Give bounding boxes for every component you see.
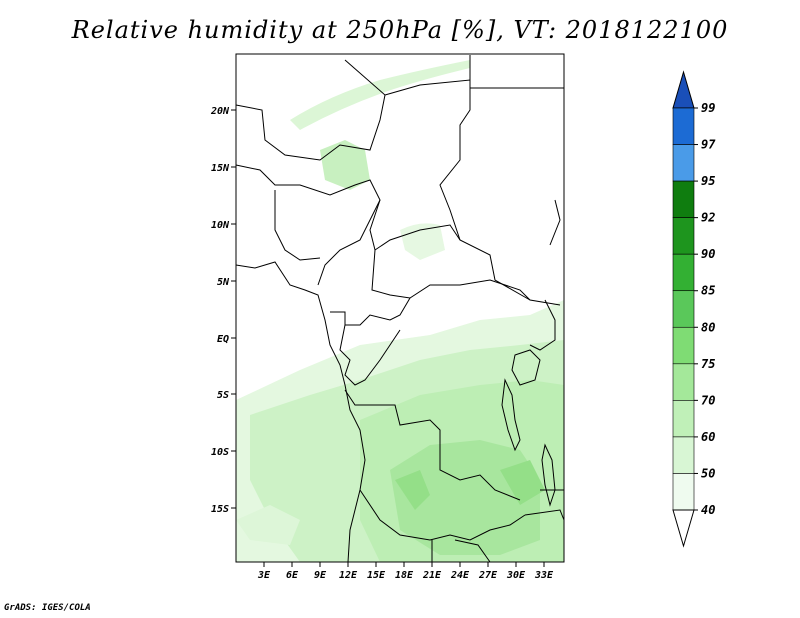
colorbar-segment <box>672 144 695 182</box>
colorbar-label: 40 <box>701 503 715 517</box>
humidity-75-region <box>395 460 545 510</box>
colorbar-label: 70 <box>701 393 715 407</box>
lake-victoria <box>511 349 541 386</box>
colorbar-segment <box>672 253 695 292</box>
lon-tick-label: 33E <box>534 570 554 581</box>
humidity-field <box>236 60 564 562</box>
colorbar-segment <box>672 436 695 474</box>
coastline <box>235 261 366 563</box>
humidity-north-band <box>290 60 470 130</box>
lat-tick-label: 10S <box>211 447 229 458</box>
colorbar-segment <box>672 180 695 218</box>
lat-axis: 20N 15N 10N 5N EQ 5S 10S 15S <box>210 106 236 515</box>
colorbar-segment <box>672 473 695 511</box>
lon-tick-label: 24E <box>450 570 470 581</box>
lon-tick-label: 30E <box>506 570 526 581</box>
colorbar-bottom-arrow <box>672 509 695 548</box>
lon-tick-label: 27E <box>478 570 498 581</box>
colorbar-label: 80 <box>701 320 715 334</box>
colorbar-segment <box>672 363 695 401</box>
colorbar-segment <box>672 400 695 438</box>
border-line <box>359 489 526 541</box>
border-line <box>469 55 564 110</box>
humidity-north-patch <box>320 140 370 190</box>
border-line <box>235 164 381 286</box>
humidity-70-region <box>390 440 540 555</box>
border-line <box>274 190 321 261</box>
lat-tick-label: 10N <box>211 220 230 231</box>
border-line <box>235 59 386 161</box>
colorbar-label: 50 <box>701 466 715 480</box>
border-line <box>344 389 521 501</box>
colorbar-label: 60 <box>701 430 715 444</box>
colorbar-segment <box>672 326 695 365</box>
lake-malawi <box>541 443 556 507</box>
colorbar-segment <box>672 107 695 145</box>
border-line <box>371 249 561 306</box>
lon-tick-label: 21E <box>422 570 442 581</box>
border-line <box>384 79 531 301</box>
border-line <box>339 324 401 386</box>
boundaries <box>235 55 565 563</box>
colorbar-segment <box>672 217 695 255</box>
lat-tick-label: 15N <box>211 163 230 174</box>
colorbar-label: 75 <box>701 357 715 371</box>
lon-tick-label: 18E <box>395 570 414 581</box>
border-line <box>369 199 461 251</box>
humidity-patch-southwest <box>236 505 300 545</box>
colorbar-segment <box>672 290 695 328</box>
colorbar-label: 85 <box>701 284 715 298</box>
border-line <box>431 539 491 563</box>
colorbar-label: 97 <box>701 138 716 152</box>
colorbar-label: 90 <box>701 247 715 261</box>
lat-tick-label: 15S <box>211 504 229 515</box>
colorbar-label: 99 <box>701 101 715 115</box>
colorbar-label: 95 <box>701 174 715 188</box>
lake-tanganyika <box>501 378 521 452</box>
lat-tick-label: EQ <box>217 334 229 345</box>
grads-credit: GrADS: IGES/COLA <box>4 603 91 613</box>
map-title: Relative humidity at 250hPa [%], VT: 201… <box>71 16 729 44</box>
lon-tick-label: 6E <box>286 570 299 581</box>
map-frame <box>235 53 565 563</box>
border-line <box>330 297 411 326</box>
lon-tick-label: 3E <box>257 570 271 581</box>
lat-tick-label: 20N <box>210 106 230 117</box>
lon-axis: 3E 6E 9E 12E 15E 18E 21E 24E 27E 30E 33E <box>257 562 554 581</box>
lon-tick-label: 15E <box>367 570 386 581</box>
colorbar-top-arrow <box>672 70 695 109</box>
border-line <box>524 489 565 521</box>
lon-tick-label: 12E <box>339 570 358 581</box>
border-line <box>529 199 561 351</box>
lat-tick-label: 5N <box>217 277 230 288</box>
lon-tick-label: 9E <box>314 570 327 581</box>
colorbar: 99 97 95 92 90 85 80 75 70 60 50 40 <box>672 70 716 548</box>
lat-tick-label: 5S <box>217 390 229 401</box>
colorbar-label: 92 <box>701 211 715 225</box>
